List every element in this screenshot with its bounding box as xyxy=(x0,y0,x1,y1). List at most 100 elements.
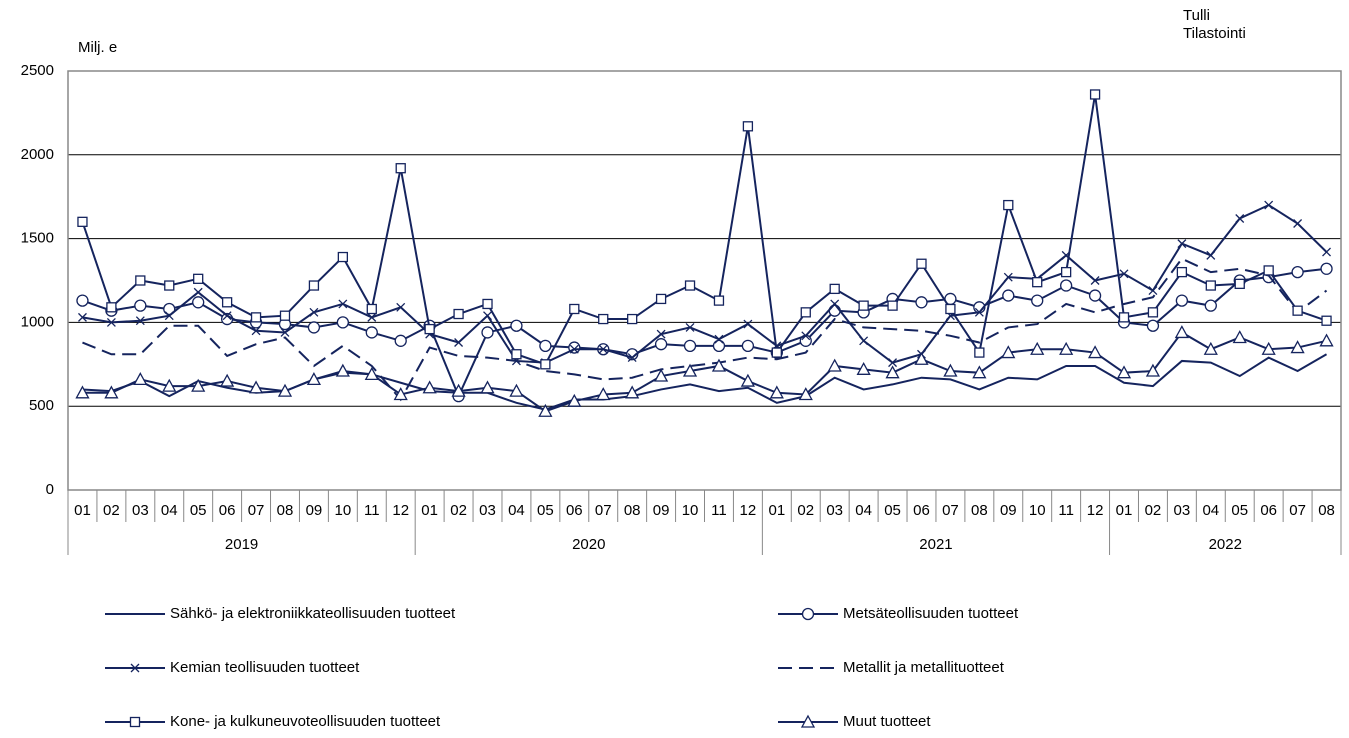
marker xyxy=(162,378,177,392)
marker xyxy=(684,280,696,291)
marker xyxy=(1264,200,1274,210)
marker xyxy=(1030,341,1045,355)
x-tick-label: 10 xyxy=(1029,502,1046,519)
x-tick-label: 04 xyxy=(855,502,872,519)
marker xyxy=(974,347,985,358)
marker xyxy=(1205,280,1216,291)
marker xyxy=(75,385,90,399)
marker xyxy=(827,358,842,372)
marker xyxy=(396,302,406,312)
marker xyxy=(104,385,119,399)
marker xyxy=(1059,279,1073,292)
marker xyxy=(596,387,611,401)
x-tick-label: 09 xyxy=(653,502,670,519)
x-tick-label: 01 xyxy=(74,502,91,519)
marker xyxy=(337,251,349,263)
x-tick-label: 07 xyxy=(595,502,612,519)
marker xyxy=(1174,325,1189,339)
marker xyxy=(771,347,782,358)
marker xyxy=(945,303,956,315)
x-tick-label: 02 xyxy=(1145,502,1162,519)
x-tick-label: 11 xyxy=(1058,502,1074,519)
source-line: Tulli xyxy=(1183,7,1210,24)
marker xyxy=(685,322,695,332)
marker xyxy=(364,366,379,381)
y-tick-label: 500 xyxy=(29,397,54,414)
x-group-label: 2020 xyxy=(572,536,605,553)
marker xyxy=(1118,312,1130,323)
marker xyxy=(335,363,350,377)
marker xyxy=(1003,272,1013,282)
marker xyxy=(1116,365,1132,379)
marker xyxy=(1290,340,1305,354)
x-tick-label: 08 xyxy=(971,502,988,519)
marker xyxy=(741,339,755,353)
marker xyxy=(130,663,140,673)
x-tick-label: 06 xyxy=(219,502,236,519)
x-tick-label: 06 xyxy=(1260,502,1277,519)
marker xyxy=(221,297,233,308)
marker xyxy=(1089,89,1101,100)
marker xyxy=(712,339,726,353)
x-tick-label: 02 xyxy=(797,502,814,519)
x-tick-label: 07 xyxy=(1289,502,1306,519)
marker xyxy=(510,319,523,332)
y-tick-label: 2500 xyxy=(21,62,54,79)
x-tick-label: 03 xyxy=(1174,502,1191,519)
marker xyxy=(367,312,377,322)
marker xyxy=(1176,266,1188,278)
marker xyxy=(859,336,869,346)
marker xyxy=(511,349,522,360)
marker xyxy=(740,373,755,387)
marker xyxy=(1293,219,1303,228)
marker xyxy=(1206,250,1216,260)
marker xyxy=(1291,265,1304,279)
marker xyxy=(654,368,669,382)
marker xyxy=(856,361,871,375)
x-tick-label: 01 xyxy=(421,502,438,519)
marker xyxy=(453,308,464,320)
marker xyxy=(801,331,811,341)
marker xyxy=(1322,247,1331,257)
x-tick-label: 07 xyxy=(942,502,959,519)
marker xyxy=(1263,265,1274,276)
legend-label: Kemian teollisuuden tuotteet xyxy=(170,659,360,676)
x-group-label: 2019 xyxy=(225,536,258,553)
y-tick-label: 1500 xyxy=(21,230,54,247)
marker xyxy=(78,312,87,322)
plot-frame xyxy=(67,70,1342,491)
marker xyxy=(916,258,927,269)
y-tick-label: 0 xyxy=(46,481,54,498)
marker xyxy=(1145,363,1161,377)
marker xyxy=(77,216,88,227)
marker xyxy=(1002,289,1015,302)
marker xyxy=(481,326,494,339)
marker xyxy=(683,339,697,353)
marker xyxy=(309,307,319,317)
marker xyxy=(133,372,148,386)
marker xyxy=(1119,269,1129,279)
x-tick-label: 10 xyxy=(335,502,352,519)
marker xyxy=(800,307,811,318)
x-tick-label: 05 xyxy=(537,502,554,519)
marker xyxy=(713,295,725,306)
series-line xyxy=(82,257,1328,402)
marker xyxy=(1261,341,1276,355)
marker xyxy=(164,280,175,291)
x-tick-label: 08 xyxy=(1318,502,1335,519)
marker xyxy=(134,299,147,312)
marker xyxy=(482,298,493,310)
x-tick-label: 03 xyxy=(826,502,843,519)
marker xyxy=(1088,289,1102,302)
marker xyxy=(654,338,668,351)
marker xyxy=(483,311,492,321)
marker xyxy=(539,339,552,353)
marker xyxy=(885,365,900,379)
legend-label: Muut tuotteet xyxy=(843,713,931,730)
marker xyxy=(656,329,666,339)
marker xyxy=(1234,278,1245,290)
marker xyxy=(509,383,524,397)
marker xyxy=(769,385,784,399)
x-tick-label: 12 xyxy=(392,502,409,519)
